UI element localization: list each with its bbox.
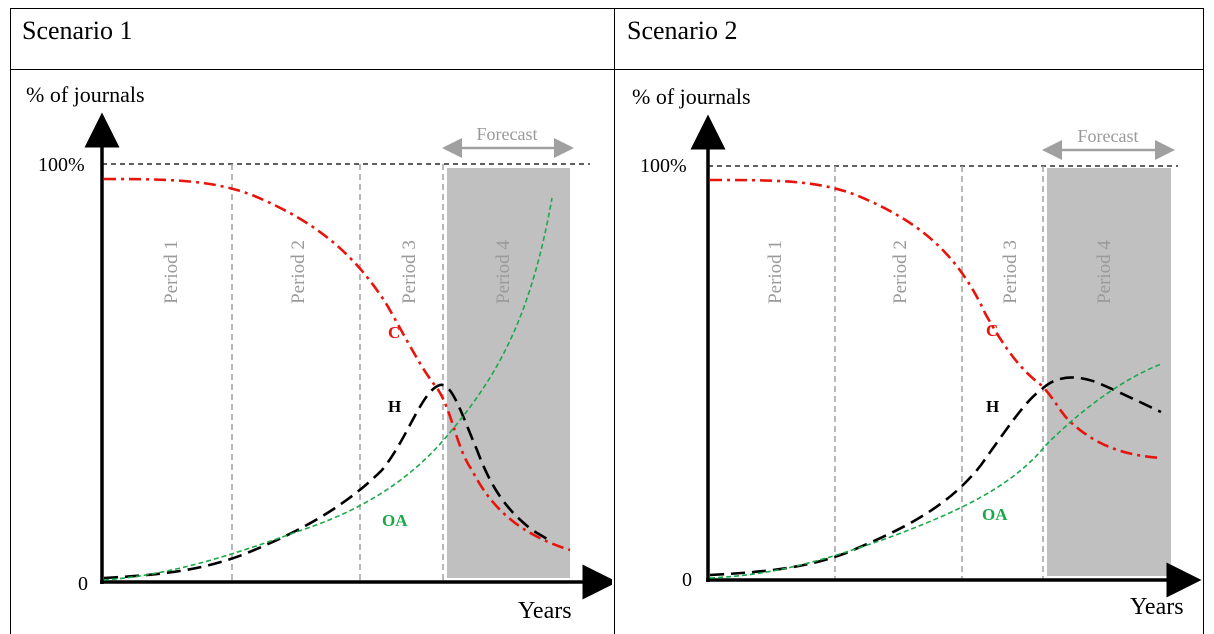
forecast-label: Forecast — [1078, 126, 1139, 146]
y-tick-0: 0 — [78, 573, 88, 595]
series-h-label: H — [986, 397, 999, 416]
column-divider — [614, 8, 615, 634]
period-3-label: Period 3 — [399, 240, 420, 304]
period-4-label: Period 4 — [1094, 240, 1115, 304]
y-tick-0: 0 — [682, 569, 692, 591]
scenario-1-diagram: % of journals Period 1 Period 2 Period 3… — [26, 82, 612, 624]
series-h-line — [103, 383, 553, 580]
period-3-label: Period 3 — [1000, 240, 1021, 304]
series-oa-label: OA — [982, 505, 1008, 524]
series-oa-label: OA — [382, 511, 408, 530]
period-1-label: Period 1 — [161, 240, 182, 304]
series-oa-line — [709, 363, 1162, 579]
forecast-shaded-region — [447, 168, 570, 578]
series-c-label: C — [388, 323, 400, 342]
scenario-2-title: Scenario 2 — [627, 16, 738, 45]
x-axis-label: Years — [518, 598, 572, 624]
period-2-label: Period 2 — [288, 240, 309, 304]
y-axis-label: % of journals — [26, 82, 145, 107]
y-tick-100: 100% — [38, 154, 85, 176]
scenario-1-title: Scenario 1 — [22, 16, 133, 45]
x-axis-label: Years — [1130, 594, 1184, 620]
scenario-2-diagram: % of journals Period 1 Period 2 Period 3… — [632, 84, 1202, 620]
series-c-label: C — [986, 321, 998, 340]
y-axis-label: % of journals — [632, 84, 751, 109]
period-4-label: Period 4 — [493, 240, 514, 304]
forecast-shaded-region — [1047, 168, 1171, 576]
series-h-line — [709, 376, 1162, 577]
series-c-line — [709, 178, 1162, 460]
series-oa-line — [103, 197, 553, 581]
series-c-line — [103, 177, 571, 552]
series-h-label: H — [388, 397, 401, 416]
header-divider — [10, 69, 1204, 70]
table-frame — [10, 8, 1204, 634]
period-2-label: Period 2 — [890, 240, 911, 304]
y-tick-100: 100% — [640, 155, 687, 177]
period-1-label: Period 1 — [765, 240, 786, 304]
forecast-label: Forecast — [477, 124, 538, 144]
